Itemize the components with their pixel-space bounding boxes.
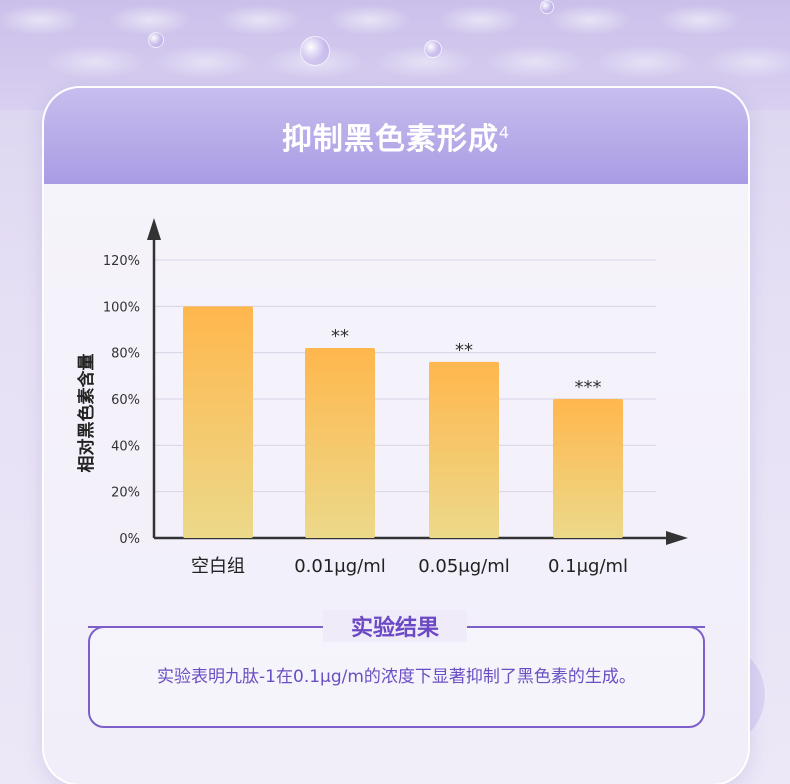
y-tick-label: 120% <box>103 254 140 269</box>
result-title-wrap: 实验结果 <box>0 604 790 648</box>
title-footnote: 4 <box>498 123 511 142</box>
x-axis-arrow <box>666 531 688 545</box>
bar-3 <box>553 399 623 538</box>
significance-label: ** <box>455 340 473 361</box>
y-axis-arrow <box>147 218 161 240</box>
result-title: 实验结果 <box>322 610 467 642</box>
x-tick-label: 0.1μg/ml <box>548 556 628 577</box>
significance-label: *** <box>575 377 602 398</box>
bubble-decoration <box>148 32 164 48</box>
y-tick-label: 0% <box>119 532 140 547</box>
significance-label: ** <box>331 326 349 347</box>
y-tick-label: 100% <box>103 300 140 315</box>
title-text: 抑制黑色素形成 <box>281 122 499 157</box>
x-tick-label: 0.01μg/ml <box>294 556 386 577</box>
x-tick-label: 0.05μg/ml <box>418 556 510 577</box>
y-tick-label: 80% <box>111 347 140 362</box>
page-title: 抑制黑色素形成4 <box>282 114 510 158</box>
bar-2 <box>429 361 499 538</box>
result-divider-right <box>482 626 705 628</box>
y-tick-label: 20% <box>111 486 140 501</box>
y-axis-label: 相对黑色素含量 <box>76 354 97 473</box>
info-card: 抑制黑色素形成4 <box>42 86 750 784</box>
result-divider-left <box>88 626 308 628</box>
y-tick-label: 60% <box>111 393 140 408</box>
y-tick-label: 40% <box>111 439 140 454</box>
bar-1 <box>305 348 375 538</box>
bar-0 <box>183 306 253 538</box>
bubble-decoration <box>424 40 442 58</box>
bubble-decoration <box>540 0 554 14</box>
bubble-decoration <box>300 36 330 66</box>
card-header: 抑制黑色素形成4 <box>44 88 748 184</box>
x-tick-label: 空白组 <box>191 556 245 577</box>
result-text: 实验表明九肽-1在0.1μg/m的浓度下显著抑制了黑色素的生成。 <box>157 667 636 687</box>
